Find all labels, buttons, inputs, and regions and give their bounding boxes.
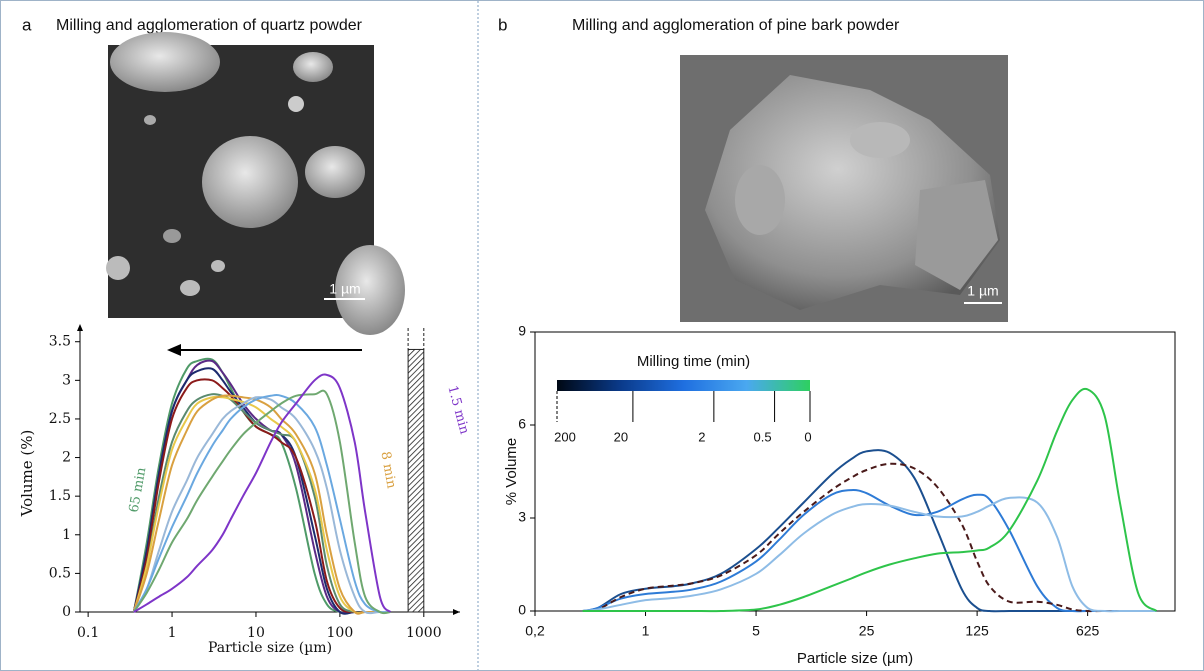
x-tick-label: 1 [642, 623, 650, 639]
y-tick-label: 3 [62, 372, 71, 388]
series-line [133, 373, 392, 613]
y-tick-label: 2 [62, 450, 71, 466]
series-line [132, 396, 391, 615]
panel-title: Milling and agglomeration of quartz powd… [56, 17, 363, 34]
colorbar-tick-label: 0.5 [754, 429, 772, 444]
x-tick-label: 125 [965, 623, 989, 639]
colorbar-tick-label: 20 [614, 429, 628, 444]
annotation: 8 min [377, 450, 398, 490]
axis-arrow [453, 609, 460, 615]
colorbar-title: Milling time (min) [637, 353, 750, 370]
x-tick-label: 5 [752, 623, 760, 639]
sem-image: 1 µm [680, 55, 1008, 322]
chart: 0 0.5 1 1.5 2 2.5 3 3.5 0.1 1 10 100 1000 Particle si… [18, 324, 472, 656]
y-tick-label: 0 [62, 604, 71, 620]
y-tick-label: 2.5 [49, 411, 71, 427]
series-line [132, 394, 391, 614]
axis-arrow [77, 324, 83, 331]
scale-bar-label: 1 µm [967, 283, 998, 299]
series-line [582, 496, 1157, 613]
y-tick-label: 9 [518, 323, 526, 339]
x-tick-label: 10 [247, 625, 265, 641]
panel-label: b [498, 15, 507, 34]
initial-distribution-band [407, 348, 425, 613]
chart: 0 3 6 9 0,2 1 5 25 125 625 Particle size (µm) % Vol… [503, 323, 1176, 667]
x-tick-label: 1000 [406, 625, 442, 641]
y-tick-label: 1 [62, 527, 71, 543]
x-tick-label: 1 [168, 625, 177, 641]
x-axis-label: Particle size (µm) [797, 650, 913, 667]
scale-bar-label: 1 µm [329, 281, 360, 297]
series-line [132, 395, 391, 615]
y-axis-label: Volume (%) [18, 430, 36, 518]
colorbar [557, 380, 810, 391]
panel-title: Milling and agglomeration of pine bark p… [572, 17, 900, 34]
x-axis-label: Particle size (µm) [208, 640, 332, 656]
y-tick-label: 0.5 [49, 565, 71, 581]
x-tick-label: 100 [327, 625, 354, 641]
y-axis-label: % Volume [503, 438, 520, 506]
arrow [167, 344, 362, 356]
panel-label: a [22, 15, 32, 34]
y-tick-label: 3.5 [49, 334, 71, 350]
series-line [582, 387, 1158, 613]
y-tick-label: 6 [518, 416, 526, 432]
x-tick-label: 0,2 [525, 623, 545, 639]
sem-image: 1 µm [106, 32, 405, 335]
series-line [582, 462, 1157, 613]
plot-frame [534, 331, 1176, 612]
y-tick-label: 0 [518, 602, 526, 618]
x-tick-label: 625 [1076, 623, 1100, 639]
colorbar-tick-label: 200 [554, 429, 576, 444]
x-tick-label: 0.1 [77, 625, 99, 641]
colorbar-tick-label: 0 [804, 429, 811, 444]
x-tick-label: 25 [859, 623, 875, 639]
y-tick-label: 3 [518, 509, 526, 525]
colorbar-tick-label: 2 [698, 429, 705, 444]
series-line [132, 389, 391, 615]
y-tick-label: 1.5 [49, 488, 71, 504]
